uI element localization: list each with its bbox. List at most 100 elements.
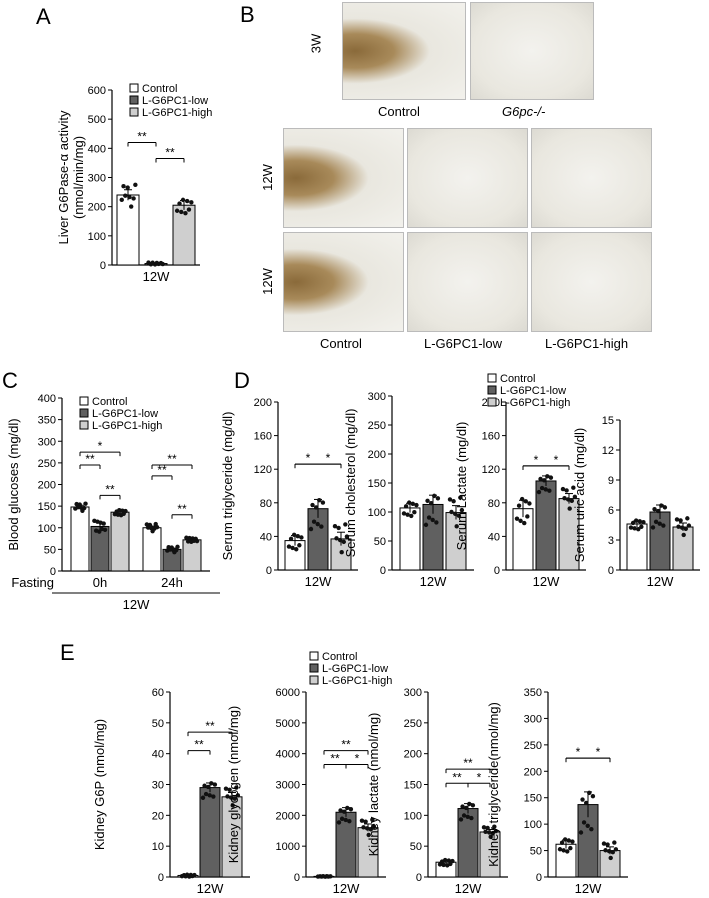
data-point-d4 [650, 525, 656, 530]
data-point-a [146, 260, 151, 265]
data-point-d1 [334, 536, 339, 541]
data-point-e2 [371, 824, 377, 829]
data-point-a [174, 208, 180, 213]
data-point-d4 [657, 521, 662, 526]
micrograph-12w-high-1 [531, 128, 652, 228]
data-point-d3 [519, 496, 525, 502]
data-point-e1 [179, 873, 185, 879]
micrograph-12w-low-1 [407, 128, 528, 228]
data-point-d1 [291, 532, 297, 538]
sig-label-e4: * [576, 745, 581, 759]
data-point-c [185, 539, 191, 544]
data-point-d3 [527, 501, 532, 506]
data-point-d1 [290, 545, 295, 551]
sig-label-e3: ** [463, 756, 473, 770]
data-point-e1 [203, 791, 209, 797]
data-point-d3 [545, 474, 550, 479]
data-point-e1 [190, 873, 195, 879]
y-tick-label-e1: 20 [152, 810, 164, 822]
data-point-e1 [232, 796, 237, 801]
data-point-d2 [432, 493, 437, 499]
data-point-d2 [447, 497, 453, 502]
data-point-d1 [339, 550, 344, 555]
y-tick-label-d4: 3 [608, 535, 614, 547]
data-point-a [119, 197, 124, 203]
data-point-c [83, 501, 88, 506]
data-point-e1 [234, 785, 239, 790]
data-point-e4 [608, 855, 613, 861]
data-point-d4 [659, 503, 664, 508]
y-tick-label-e2: 3000 [276, 780, 300, 792]
data-point-d1 [320, 500, 326, 505]
data-point-e1 [200, 795, 206, 800]
data-point-e4 [606, 849, 612, 854]
data-point-a [183, 211, 188, 216]
bar-c-2 [182, 539, 202, 572]
legend-a-entry-1: L-G6PC1-low [142, 95, 208, 107]
data-point-d2 [403, 504, 409, 509]
data-point-d4 [661, 523, 666, 528]
micrograph-12w-low-2 [407, 232, 528, 332]
data-point-d2 [430, 517, 435, 523]
y-tick-label-a: 300 [88, 173, 106, 185]
y-tick-label-e4: 200 [524, 766, 542, 778]
data-point-d2 [456, 513, 461, 518]
data-point-d1 [343, 522, 348, 527]
data-point-d3 [565, 497, 571, 502]
data-point-e2 [363, 819, 368, 824]
y-axis-label-a: Liver G6Pase-α activity [56, 110, 71, 244]
y-tick-label-e4: 0 [536, 872, 542, 884]
data-point-d4 [676, 524, 681, 529]
data-point-e2 [366, 832, 371, 838]
legend-e-swatch-1 [309, 663, 319, 673]
data-point-e1 [205, 784, 211, 790]
x-tick-label-d1: 12W [305, 574, 332, 589]
data-point-e2 [347, 819, 352, 824]
y-tick-label-d3: 160 [482, 431, 500, 443]
sig-label-c: ** [85, 452, 95, 466]
data-point-e4 [580, 797, 585, 802]
data-point-c [172, 550, 177, 555]
y-tick-label-d4: 6 [608, 505, 614, 517]
data-point-e2 [348, 806, 354, 812]
legend-c-entry-1: L-G6PC1-low [92, 408, 158, 420]
data-point-d3 [562, 495, 567, 501]
col-label-low: L-G6PC1-low [424, 336, 503, 351]
data-point-e1 [184, 872, 190, 877]
data-point-e3 [465, 814, 470, 819]
data-point-a [189, 200, 194, 205]
data-point-d1 [295, 533, 300, 539]
sig-label-d3: * [534, 453, 539, 467]
y-axis-label-d1: Serum triglyceride (mg/dl) [220, 412, 235, 561]
y-tick-label-e1: 60 [152, 687, 164, 699]
data-point-d4 [679, 525, 685, 530]
data-point-d4 [632, 526, 637, 531]
data-point-c [154, 524, 160, 530]
y-tick-label-e3: 50 [410, 841, 422, 853]
data-point-d1 [317, 497, 322, 503]
data-point-d4 [655, 508, 661, 514]
row-label-12w-1: 12W [259, 164, 275, 191]
data-point-d2 [452, 511, 458, 517]
legend-a-entry-2: L-G6PC1-high [142, 107, 212, 119]
data-point-c [167, 547, 173, 552]
y-tick-label-e4: 350 [524, 687, 542, 699]
data-point-d2 [425, 498, 430, 503]
data-point-c [112, 512, 118, 517]
y-axis-label-e3: Kidney lactate (nmol/mg) [366, 713, 381, 857]
data-point-d1 [332, 524, 338, 529]
data-point-d4 [628, 525, 634, 530]
x-tick-label-e1: 12W [197, 881, 224, 896]
data-point-d3 [541, 478, 547, 483]
data-point-c [121, 511, 126, 516]
data-point-d3 [560, 486, 566, 492]
sig-label-c: ** [105, 482, 115, 496]
data-point-d3 [547, 488, 552, 493]
data-point-d4 [633, 518, 639, 523]
data-point-e1 [211, 794, 216, 799]
data-point-e2 [359, 818, 365, 823]
data-point-d4 [630, 520, 636, 526]
data-point-e4 [562, 837, 568, 842]
micrograph-12w-control-1 [283, 128, 404, 228]
